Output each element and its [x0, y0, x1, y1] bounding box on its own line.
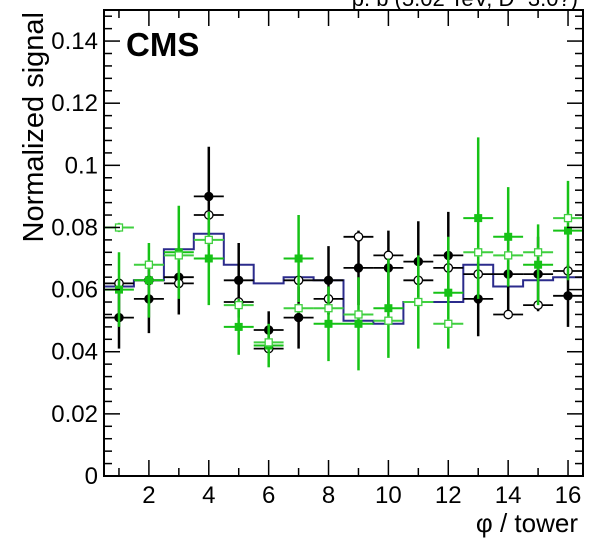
data-point: [564, 226, 572, 235]
data-point: [384, 316, 393, 325]
y-tick-label: 0.08: [51, 214, 98, 241]
x-tick-label: 10: [375, 482, 402, 509]
data-point: [533, 248, 543, 257]
data-point: [504, 251, 513, 260]
series-4: [104, 213, 583, 348]
data-point: [264, 338, 273, 347]
y-axis-label: Normalized signal: [18, 12, 50, 243]
y-tick-label: 0.1: [65, 152, 98, 179]
data-point: [293, 312, 304, 323]
data-point: [383, 250, 394, 261]
header-text: p. b (5.02 TeV, D² 3.0?): [352, 0, 578, 11]
y-tick-label: 0.04: [51, 339, 98, 366]
data-point: [384, 304, 393, 313]
data-point: [534, 260, 543, 269]
data-point: [444, 319, 453, 328]
x-tick-label: 6: [262, 482, 275, 509]
x-tick-label: 12: [435, 482, 462, 509]
data-point: [324, 319, 333, 328]
data-point: [503, 309, 514, 320]
data-point: [354, 319, 363, 328]
x-tick-label: 2: [142, 482, 155, 509]
data-point: [204, 235, 213, 245]
data-point: [234, 300, 243, 310]
y-tick-label: 0: [85, 463, 98, 490]
data-point: [563, 213, 573, 223]
data-point: [474, 248, 483, 257]
data-point: [353, 263, 364, 273]
data-point: [144, 276, 153, 285]
data-point: [174, 251, 183, 260]
x-tick-label: 4: [202, 482, 215, 509]
x-tick-label: 14: [495, 482, 522, 509]
data-point: [294, 254, 303, 263]
data-point: [294, 304, 303, 313]
y-tick-label: 0.02: [51, 401, 98, 428]
data-point: [323, 275, 334, 285]
data-point: [234, 275, 244, 285]
data-point: [563, 291, 573, 301]
header: p. b (5.02 TeV, D² 3.0?): [352, 0, 578, 11]
plot-frame: [103, 9, 584, 477]
data-point: [504, 232, 513, 241]
x-tick-label: 16: [555, 482, 582, 509]
x-tick-label: 8: [322, 482, 335, 509]
data-point: [204, 254, 213, 263]
data-point: [144, 260, 154, 269]
experiment-label: CMS: [126, 26, 199, 63]
y-tick-label: 0.12: [51, 90, 98, 117]
data-point: [204, 191, 214, 202]
data-point: [324, 304, 333, 313]
y-tick-label: 0.06: [51, 277, 98, 304]
data-point: [354, 310, 363, 319]
data-point: [353, 231, 364, 242]
y-tick-label: 0.14: [51, 28, 98, 55]
data-point: [444, 288, 453, 297]
data-point: [414, 297, 423, 307]
data-point: [234, 322, 243, 331]
data-point: [474, 214, 483, 223]
x-axis-label: φ / tower: [476, 508, 578, 538]
